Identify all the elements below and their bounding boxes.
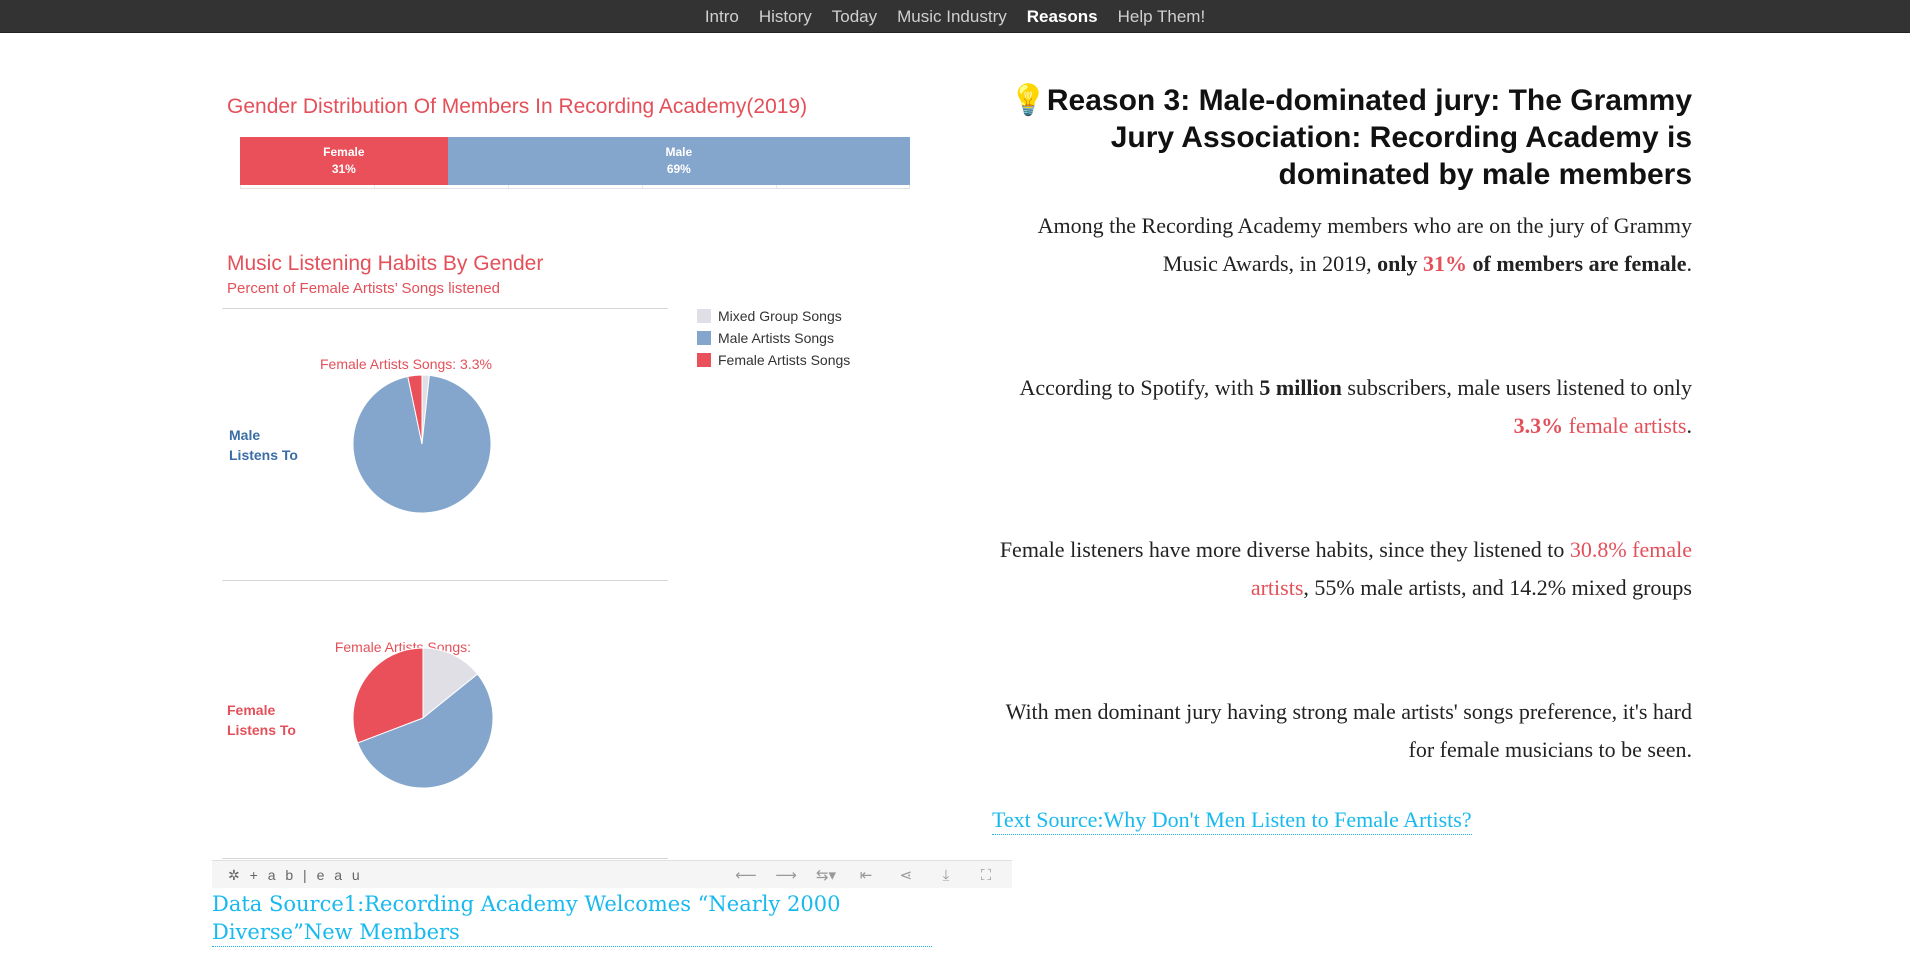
pie-slice-male[interactable] <box>352 374 492 514</box>
pie-chart-female[interactable] <box>352 647 494 789</box>
fullscreen-icon[interactable]: ⛶ <box>980 866 992 884</box>
paragraph-female-listeners: Female listeners have more diverse habit… <box>990 531 1692 607</box>
paragraph-conclusion: With men dominant jury having strong mal… <box>1005 699 1692 762</box>
divider <box>222 858 668 859</box>
stacked-bar: Female 31% Male 69% <box>240 137 910 185</box>
text-bold: only <box>1377 251 1423 276</box>
nav-help-them[interactable]: Help Them! <box>1117 6 1206 26</box>
data-source-link[interactable]: Data Source1:Recording Academy Welcomes … <box>212 890 932 947</box>
text: Female listeners have more diverse habit… <box>999 537 1570 562</box>
reason-section: 💡Reason 3: Male-dominated jury: The Gram… <box>990 82 1692 769</box>
bar-segment-female[interactable]: Female 31% <box>240 137 448 185</box>
stat-highlight: 31% <box>1423 251 1467 276</box>
pie-chart-male[interactable] <box>352 374 492 514</box>
nav-reasons[interactable]: Reasons <box>1026 6 1098 26</box>
legend-swatch <box>697 331 711 345</box>
bar-chart-title: Gender Distribution Of Members In Record… <box>227 95 808 118</box>
nav-music-industry[interactable]: Music Industry <box>897 6 1007 26</box>
legend-item-male[interactable]: Male Artists Songs <box>697 327 850 349</box>
text: According to Spotify, with <box>1019 375 1260 400</box>
redo-icon[interactable]: ⟶ <box>775 866 797 884</box>
pie-chart-subtitle: Percent of Female Artists’ Songs listene… <box>227 280 500 297</box>
download-icon[interactable]: ⤓ <box>942 866 950 884</box>
pie-slice-male[interactable] <box>356 673 494 789</box>
tableau-logo-text: + a b | e a u <box>249 867 363 883</box>
undo-icon[interactable]: ⟵ <box>735 866 757 884</box>
legend-label: Mixed Group Songs <box>718 308 842 324</box>
pie-slice-female[interactable] <box>352 647 424 744</box>
stat-highlight: 3.3% <box>1513 413 1564 438</box>
text-bold: of members are female <box>1467 251 1687 276</box>
legend-label: Female Artists Songs <box>718 352 851 368</box>
text-source-link[interactable]: Text Source:Why Don't Men Listen to Fema… <box>992 806 1472 835</box>
row-label-line: Female <box>227 702 276 718</box>
share-icon[interactable]: ⋖ <box>899 866 913 884</box>
paragraph-jury: Among the Recording Academy members who … <box>990 207 1692 283</box>
tableau-logo[interactable]: ✲ + a b | e a u <box>228 867 363 884</box>
tableau-logo-icon: ✲ <box>228 867 243 883</box>
legend-item-mixed[interactable]: Mixed Group Songs <box>697 305 850 327</box>
nav-history[interactable]: History <box>758 6 812 26</box>
revert-icon[interactable]: ⇆▾ <box>815 866 837 884</box>
text-highlight: female artists <box>1563 413 1687 438</box>
reset-icon[interactable]: ⇤ <box>859 866 873 884</box>
text: subscribers, male users listened to only <box>1341 375 1692 400</box>
bar-value-male: 69% <box>666 162 691 176</box>
row-label-female: Female Listens To <box>227 700 296 740</box>
text: , 55% male artists, and 14.2% mixed grou… <box>1303 575 1692 600</box>
pie-slice-female[interactable] <box>407 374 423 445</box>
pie-annotation-male: Female Artists Songs: 3.3% <box>320 356 492 372</box>
text: . <box>1686 413 1693 438</box>
legend-swatch <box>697 353 711 367</box>
legend-label: Male Artists Songs <box>718 330 834 346</box>
bar-segment-male[interactable]: Male 69% <box>447 137 910 185</box>
reason-title: 💡Reason 3: Male-dominated jury: The Gram… <box>1009 84 1693 191</box>
nav-today[interactable]: Today <box>831 6 878 26</box>
row-label-line: Listens To <box>229 447 298 463</box>
bar-label-male: Male <box>665 145 693 159</box>
tableau-dashboard: Gender Distribution Of Members In Record… <box>212 80 1012 888</box>
legend-swatch <box>697 309 711 323</box>
paragraph-spotify: According to Spotify, with 5 million sub… <box>990 369 1692 445</box>
divider <box>222 580 668 581</box>
text-bold: 5 million <box>1259 375 1342 400</box>
nav-intro[interactable]: Intro <box>704 6 739 26</box>
row-label-line: Male <box>229 427 261 443</box>
row-label-line: Listens To <box>227 722 296 738</box>
toolbar-buttons: ⟵ ⟶ ⇆▾ ⇤ ⋖ ⤓ ⛶ <box>730 864 1002 886</box>
pie-chart-title: Music Listening Habits By Gender <box>227 252 544 275</box>
text: Among the Recording Academy members who … <box>1037 213 1692 276</box>
tableau-toolbar: ✲ + a b | e a u ⟵ ⟶ ⇆▾ ⇤ ⋖ ⤓ ⛶ <box>212 860 1012 888</box>
pie-slice-mixed[interactable] <box>422 647 479 720</box>
pie-legend: Mixed Group Songs Male Artists Songs Fem… <box>697 305 850 371</box>
top-nav: Intro History Today Music Industry Reaso… <box>0 0 1910 33</box>
text: . <box>1686 251 1693 276</box>
row-label-male: Male Listens To <box>229 425 298 465</box>
legend-item-female[interactable]: Female Artists Songs <box>697 349 850 371</box>
bar-baseline <box>240 188 910 189</box>
bar-label-female: Female <box>323 145 365 159</box>
divider <box>222 308 668 309</box>
bar-value-female: 31% <box>331 162 356 176</box>
text-highlight: 30.8% female artists <box>1250 537 1692 600</box>
